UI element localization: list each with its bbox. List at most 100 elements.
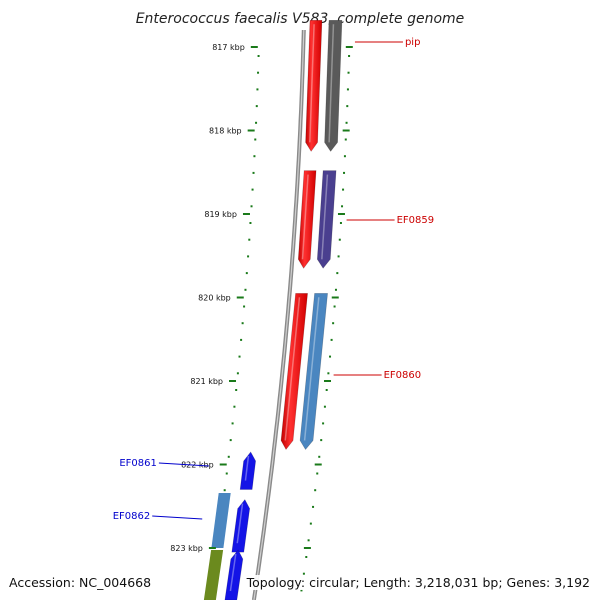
- gene-arrow-EF0862-shine: [236, 503, 244, 544]
- inner-ring-dot: [252, 171, 255, 174]
- cds-arrow-EF0859: [297, 170, 317, 269]
- inner-ring-dot: [247, 255, 250, 258]
- tick-label: 819 kbp: [204, 210, 237, 219]
- label-leader-EF0861: [158, 462, 209, 467]
- gene-arrow-partial-a: [211, 493, 231, 548]
- gene-arrow-EF0859-shine: [321, 174, 329, 260]
- gene-arrow-EF0860: [299, 293, 328, 450]
- outer-ring-dot: [343, 171, 346, 174]
- outer-ring-dot: [312, 505, 315, 508]
- outer-ring-dot: [318, 455, 321, 458]
- inner-ring-dot: [257, 71, 260, 74]
- map-title: Enterococcus faecalis V583, complete gen…: [136, 11, 465, 27]
- gene-arrow-EF0861-shine: [244, 455, 250, 481]
- outer-ring-dot: [346, 88, 349, 91]
- outer-ring-dot: [305, 556, 308, 558]
- tick-mark-outer: [337, 213, 345, 215]
- inner-ring-dot: [248, 238, 251, 241]
- inner-ring-dot: [249, 222, 252, 224]
- label-leader-EF0862: [152, 515, 203, 520]
- gene-label-pip[interactable]: pip: [405, 37, 420, 48]
- gene-arrow-pip-shine: [328, 24, 335, 143]
- tick-mark-outer: [331, 296, 339, 299]
- gene-label-EF0860[interactable]: EF0860: [384, 370, 422, 381]
- tick-label: 823 kbp: [170, 544, 203, 553]
- gene-arrow-EF0861: [239, 451, 256, 490]
- outer-ring-dot: [339, 222, 342, 224]
- inner-ring-dot: [233, 405, 236, 408]
- gene-label-EF0859[interactable]: EF0859: [397, 215, 435, 226]
- outer-ring-dot: [338, 238, 341, 241]
- outer-ring-dot: [337, 255, 340, 258]
- gene-arrow-EF0859: [316, 170, 337, 269]
- inner-ring-dot: [245, 272, 248, 275]
- tick-label: 817 kbp: [212, 43, 245, 52]
- inner-ring-dot: [256, 88, 259, 91]
- gene-arrow-partial-c-shine: [229, 553, 237, 592]
- inner-ring-dot: [241, 322, 244, 325]
- inner-ring-dot: [255, 105, 258, 108]
- outer-ring-dot: [314, 489, 317, 492]
- tick-mark-outer: [324, 380, 332, 382]
- cds-arrow-pip-shine: [309, 24, 315, 143]
- gene-labels: pip EF0859 EF0860 EF0861 EF0862: [113, 37, 434, 522]
- accession-label: Accession: NC_004668: [9, 575, 152, 590]
- tick-dot-rings: [209, 55, 351, 592]
- gene-arrow-EF0860-shine: [303, 297, 320, 441]
- gene-arrow-EF0862: [231, 499, 251, 553]
- outer-ring-dot: [341, 205, 344, 208]
- tick-mark-inner: [208, 547, 216, 549]
- inner-ring-dot: [251, 188, 254, 191]
- tick-label: 818 kbp: [209, 127, 242, 136]
- outer-ring-dot: [347, 71, 350, 74]
- genome-summary: Topology: circular; Length: 3,218,031 bp…: [246, 575, 590, 590]
- gene-feature-track: [203, 19, 343, 600]
- gene-arrow-partial-b: [203, 550, 224, 600]
- tick-mark-inner: [236, 296, 244, 299]
- outer-ring-dot: [307, 539, 310, 542]
- outer-ring-dot: [316, 472, 319, 475]
- outer-ring-dot: [343, 155, 346, 158]
- inner-ring-dot: [250, 205, 253, 208]
- tick-mark-inner: [247, 129, 255, 132]
- outer-ring-dot: [323, 405, 326, 408]
- tick-mark-inner: [242, 213, 250, 215]
- tick-label: 821 kbp: [190, 377, 223, 386]
- inner-ring-dot: [235, 389, 238, 391]
- outer-ring-dot: [333, 305, 336, 308]
- inner-ring-dot: [243, 305, 246, 308]
- inner-ring-dot: [223, 489, 226, 492]
- inner-ring-dot: [240, 338, 243, 341]
- gene-label-EF0862[interactable]: EF0862: [113, 511, 151, 522]
- outer-ring-dot: [329, 355, 332, 358]
- outer-ring-dot: [320, 439, 323, 442]
- tick-mark-inner: [219, 463, 227, 466]
- inner-ring-dot: [254, 138, 257, 141]
- tick-mark-inner: [250, 46, 258, 48]
- cds-arrow-pip: [305, 19, 323, 152]
- outer-ring-dot: [322, 422, 325, 425]
- tick-mark-outer: [342, 129, 350, 132]
- tick-mark-outer: [303, 547, 311, 549]
- inner-ring-dot: [229, 439, 232, 442]
- inner-ring-dot: [257, 55, 260, 57]
- gene-label-EF0861[interactable]: EF0861: [119, 458, 157, 469]
- outer-ring-dot: [325, 389, 328, 391]
- backbone-highlight: [253, 29, 305, 600]
- cds-arrow-EF0859-shine: [301, 174, 309, 260]
- inner-ring-dot: [253, 155, 256, 158]
- inner-ring-dot: [236, 372, 239, 375]
- tick-mark-outer: [314, 463, 322, 466]
- outer-ring-dot: [332, 322, 335, 325]
- inner-ring-dot: [227, 455, 230, 458]
- outer-ring-dot: [334, 288, 337, 291]
- genome-backbone: [251, 29, 306, 600]
- gene-arrow-pip: [324, 19, 343, 152]
- cds-arrow-EF0860-shine: [284, 297, 301, 441]
- inner-ring-dot: [244, 288, 247, 291]
- inner-ring-dot: [255, 121, 258, 124]
- outer-ring-dot: [346, 105, 349, 108]
- inner-ring-dot: [231, 422, 234, 425]
- inner-ring-dot: [225, 472, 228, 475]
